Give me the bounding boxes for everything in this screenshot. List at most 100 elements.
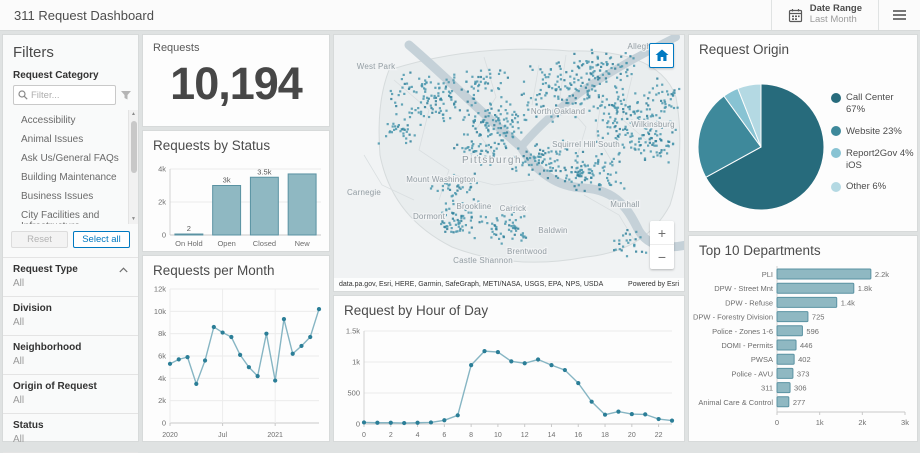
svg-text:Police - AVU: Police - AVU (731, 369, 773, 378)
svg-text:Wilkinsburg: Wilkinsburg (631, 120, 675, 129)
svg-text:1k: 1k (816, 418, 824, 427)
filter-section-label: Request Type (13, 264, 78, 275)
dashboard-title: 311 Request Dashboard (14, 7, 154, 23)
svg-text:3k: 3k (901, 418, 909, 427)
filter-section-origin[interactable]: Origin of Request All (3, 374, 138, 413)
scroll-up-icon[interactable]: ▲ (131, 111, 136, 117)
map-zoom-control: + − (650, 221, 674, 269)
svg-text:Brookline: Brookline (456, 202, 492, 211)
category-item[interactable]: Building Maintenance (21, 172, 117, 183)
svg-text:New: New (295, 239, 311, 248)
legend-label: Website 23% (846, 125, 902, 137)
status-bar-chart[interactable]: 0 2k 4k 2 On Hold 3k Open 3.5k Closed New (143, 156, 329, 250)
svg-text:2k: 2k (158, 396, 166, 405)
svg-text:Jul: Jul (218, 432, 227, 439)
svg-text:0: 0 (162, 419, 166, 428)
svg-text:DPW - Street Mnt: DPW - Street Mnt (714, 284, 774, 293)
category-item[interactable]: Business Issues (21, 191, 94, 202)
svg-text:0: 0 (162, 231, 166, 240)
legend-item: Report2Gov 4% iOS (831, 148, 915, 172)
clear-filter-icon[interactable] (120, 90, 132, 101)
svg-text:8: 8 (469, 432, 473, 439)
requests-indicator-panel: Requests 10,194 (142, 34, 330, 127)
requests-per-month-panel: Requests per Month 0 2k 4k 6k 8k 10k 12k 2020 Ju… (142, 255, 330, 442)
origin-pie-chart[interactable] (689, 60, 917, 230)
svg-text:4k: 4k (158, 165, 166, 174)
legend-swatch-icon (831, 92, 841, 103)
svg-text:0: 0 (356, 420, 360, 429)
filter-section-neighborhood[interactable]: Neighborhood All (3, 335, 138, 374)
svg-text:Pittsburgh: Pittsburgh (462, 155, 522, 166)
departments-bar-chart[interactable]: 0 1k 2k 3k PLI 2.2k DPW - Street Mnt 1.8k DPW - … (689, 261, 917, 440)
select-all-button[interactable]: Select all (73, 231, 130, 248)
filter-section-label: Neighborhood (13, 342, 82, 353)
hour-chart-title: Request by Hour of Day (344, 303, 489, 318)
zoom-out-button[interactable]: − (657, 249, 667, 265)
svg-text:2: 2 (187, 224, 191, 233)
requests-by-status-panel: Requests by Status 0 2k 4k 2 On Hold 3k Open 3.… (142, 130, 330, 252)
legend-item: Website 23% (831, 126, 915, 138)
category-search-box[interactable] (13, 85, 116, 105)
date-range-selector[interactable]: Date Range Last Month (770, 0, 878, 30)
category-filter-input[interactable] (31, 89, 111, 101)
filter-section-status[interactable]: Status All (3, 413, 138, 452)
category-scrollbar[interactable]: ▲ ▼ (128, 110, 138, 224)
svg-text:6: 6 (442, 432, 446, 439)
svg-text:PLI: PLI (762, 270, 773, 279)
legend-item: Other 6% (831, 181, 915, 193)
svg-text:16: 16 (574, 432, 582, 439)
map-home-button[interactable] (649, 43, 674, 68)
map-canvas[interactable]: West Park Allegheny Pittsburgh Mount Washin… (334, 35, 684, 278)
svg-text:Brentwood: Brentwood (507, 247, 547, 256)
requests-title: Requests (153, 42, 200, 54)
svg-text:402: 402 (798, 355, 811, 364)
svg-text:2.2k: 2.2k (875, 270, 889, 279)
filter-section-value: All (13, 278, 25, 289)
legend-swatch-icon (831, 148, 841, 159)
legend-label: Report2Gov 4% iOS (846, 147, 914, 171)
svg-text:Animal Care & Control: Animal Care & Control (698, 398, 773, 407)
hour-line-chart[interactable]: 0 500 1k 1.5k 0 2 4 6 8 10 12 14 16 18 20 22 (334, 321, 684, 440)
svg-text:Baldwin: Baldwin (538, 226, 567, 235)
svg-text:1.8k: 1.8k (858, 284, 872, 293)
filter-section-label: Origin of Request (13, 381, 97, 392)
origin-legend: Call Center 67% Website 23% Report2Gov 4% … (831, 92, 915, 203)
chevron-up-icon (119, 266, 128, 273)
svg-text:Munhall: Munhall (610, 200, 639, 209)
svg-text:1k: 1k (352, 358, 360, 367)
status-chart-title: Requests by Status (153, 138, 271, 153)
svg-text:Dormont: Dormont (413, 212, 446, 221)
svg-text:446: 446 (800, 341, 813, 350)
svg-text:2020: 2020 (162, 432, 178, 439)
svg-text:12k: 12k (154, 285, 166, 294)
scrollbar-thumb[interactable] (130, 121, 137, 173)
filter-section-division[interactable]: Division All (3, 296, 138, 335)
map-panel: West Park Allegheny Pittsburgh Mount Washin… (333, 34, 685, 292)
date-range-value: Last Month (809, 14, 857, 25)
reset-button[interactable]: Reset (11, 231, 68, 248)
svg-text:North Oakland: North Oakland (531, 107, 585, 116)
filter-section-request-type[interactable]: Request Type All (3, 257, 138, 296)
legend-label: Other 6% (846, 181, 887, 193)
svg-text:West Park: West Park (357, 62, 396, 71)
menu-button[interactable] (878, 0, 920, 30)
legend-label: Call Center 67% (846, 92, 894, 115)
filter-section-value: All (13, 395, 25, 406)
scroll-down-icon[interactable]: ▼ (131, 216, 136, 222)
legend-item: Call Center 67% (831, 92, 915, 116)
svg-text:1.5k: 1.5k (346, 327, 360, 336)
category-item[interactable]: City Facilities and Infrastructure (21, 210, 100, 224)
category-item[interactable]: Accessibility (21, 115, 76, 126)
powered-by-esri[interactable]: Powered by Esri (628, 281, 679, 288)
filter-section-label: Status (13, 420, 44, 431)
svg-text:20: 20 (628, 432, 636, 439)
svg-text:18: 18 (601, 432, 609, 439)
month-line-chart[interactable]: 0 2k 4k 6k 8k 10k 12k 2020 Jul 2021 (143, 281, 329, 440)
svg-text:2021: 2021 (267, 432, 283, 439)
category-item[interactable]: Ask Us/General FAQs (21, 153, 119, 164)
category-item[interactable]: Animal Issues (21, 134, 84, 145)
svg-text:Mount Washington: Mount Washington (406, 175, 476, 184)
zoom-in-button[interactable]: + (650, 221, 674, 245)
map[interactable]: West Park Allegheny Pittsburgh Mount Washin… (334, 35, 684, 291)
category-list: Accessibility Animal Issues Ask Us/Gener… (13, 110, 138, 224)
